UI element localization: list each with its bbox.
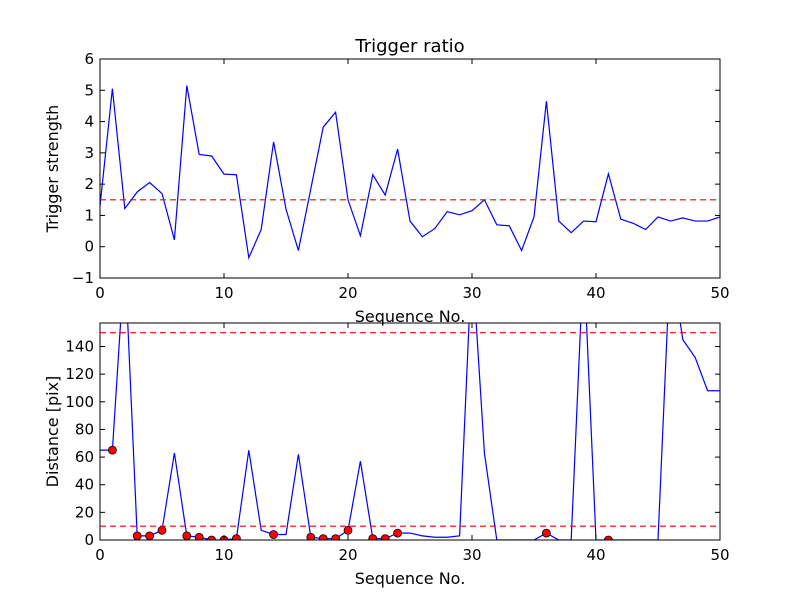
- top-x-tick-label: 50: [710, 284, 729, 302]
- bottom-x-tick-label: 20: [338, 546, 357, 564]
- bottom-x-tick-label: 50: [710, 546, 729, 564]
- bottom-marker-point: [269, 530, 279, 539]
- bottom-marker-point: [194, 532, 204, 540]
- bottom-marker-point: [207, 535, 216, 540]
- bottom-marker-point: [182, 531, 192, 540]
- top-y-tick-label: 6: [84, 50, 94, 68]
- top-y-axis-label: Trigger strength: [43, 105, 62, 234]
- bottom-x-tick-label: 0: [95, 546, 105, 564]
- top-y-tick-label: 1: [84, 206, 94, 224]
- bottom-y-tick-label: 0: [84, 531, 94, 549]
- bottom-marker-point: [157, 525, 167, 535]
- top-plot-data: [100, 85, 720, 260]
- top-axes-frame: [99, 58, 721, 279]
- top-y-tick-label: 5: [84, 81, 94, 99]
- bottom-x-tick-label: 10: [214, 546, 233, 564]
- bottom-marker-point: [232, 534, 241, 540]
- bottom-marker-point: [331, 534, 340, 540]
- top-x-tick-label: 0: [95, 284, 105, 302]
- bottom-marker-point: [306, 532, 316, 540]
- bottom-marker-point: [145, 531, 154, 540]
- bottom-marker-point: [604, 535, 613, 540]
- bottom-marker-point: [108, 445, 117, 455]
- bottom-y-tick-label: 80: [75, 420, 94, 438]
- bottom-x-axis-label: Sequence No.: [355, 569, 466, 588]
- bottom-axes-frame: [99, 322, 721, 541]
- top-x-tick-label: 20: [338, 284, 357, 302]
- bottom-marker-point: [132, 531, 142, 540]
- bottom-y-axis-label: Distance [pix]: [43, 376, 62, 488]
- bottom-x-tick-label: 30: [462, 546, 481, 564]
- top-x-tick-label: 30: [462, 284, 481, 302]
- top-x-tick-label: 10: [214, 284, 233, 302]
- bottom-plot-data: [100, 323, 720, 540]
- top-x-tick-label: 40: [586, 284, 605, 302]
- bottom-marker-point: [380, 534, 390, 540]
- top-series-line: [100, 85, 720, 260]
- bottom-y-tick-label: 40: [75, 476, 94, 494]
- bottom-y-tick-label: 20: [75, 503, 94, 521]
- bottom-marker-point: [368, 534, 378, 540]
- top-x-axis-label: Sequence No.: [355, 307, 466, 326]
- top-chart-title: Trigger ratio: [354, 36, 464, 57]
- bottom-y-tick-label: 100: [65, 393, 94, 411]
- bottom-marker-point: [542, 528, 551, 538]
- top-y-tick-label: 0: [84, 238, 94, 256]
- bottom-y-tick-label: 140: [65, 337, 94, 355]
- bottom-x-tick-label: 40: [586, 546, 605, 564]
- top-y-tick-label: 4: [84, 113, 94, 131]
- bottom-marker-point: [343, 525, 353, 535]
- bottom-y-tick-label: 120: [65, 365, 94, 383]
- bottom-y-tick-label: 60: [75, 448, 94, 466]
- top-y-tick-label: 3: [84, 144, 94, 162]
- bottom-marker-point: [393, 528, 403, 538]
- bottom-marker-point: [318, 534, 328, 540]
- top-y-tick-label: 2: [84, 175, 94, 193]
- bottom-series-line: [100, 323, 720, 540]
- top-y-tick-label: −1: [72, 269, 94, 287]
- bottom-chart: 0 10 20 30 40 50 0 20 40 60 80 100 120 140 Sequence No…: [43, 322, 730, 588]
